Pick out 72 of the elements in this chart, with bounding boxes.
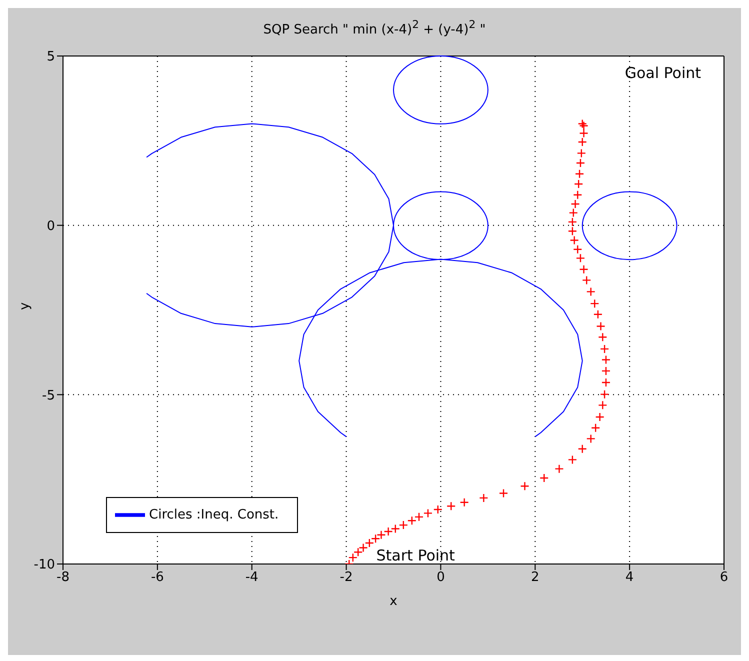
annotation: Start Point: [376, 546, 456, 564]
x-tick-label: -2: [340, 570, 353, 586]
point: [460, 498, 469, 507]
point: [384, 526, 393, 536]
point: [433, 504, 442, 514]
point: [568, 217, 578, 227]
point: [574, 169, 584, 178]
point: [498, 488, 508, 498]
point: [601, 378, 611, 388]
point: [598, 332, 608, 342]
point: [540, 473, 549, 483]
point: [600, 344, 610, 354]
point: [568, 226, 578, 236]
legend-label: Circles :Ineq. Const.: [149, 508, 279, 523]
point: [595, 412, 604, 422]
point: [398, 520, 408, 530]
point: [348, 552, 358, 562]
x-tick-label: 6: [720, 570, 728, 586]
x-tick-label: -4: [245, 570, 258, 586]
y-tick-label: 0: [46, 218, 55, 234]
point: [590, 298, 600, 308]
x-tick-label: -6: [150, 570, 164, 586]
point: [586, 287, 596, 296]
point: [579, 128, 588, 138]
point: [554, 464, 564, 474]
point: [598, 400, 608, 410]
point: [574, 179, 584, 189]
point: [579, 121, 588, 130]
point: [576, 254, 586, 263]
point: [353, 548, 363, 557]
point: [586, 434, 596, 444]
point: [601, 366, 611, 376]
x-tick-label: 0: [436, 570, 445, 586]
point: [414, 512, 424, 522]
point: [520, 482, 530, 491]
point: [407, 516, 417, 526]
x-tick-label: -8: [56, 570, 70, 586]
point: [370, 534, 380, 544]
point: [596, 322, 606, 331]
point: [590, 423, 600, 432]
point: [573, 190, 582, 200]
point: [568, 208, 578, 218]
point: [570, 236, 579, 245]
x-axis-title: x: [390, 594, 398, 609]
point: [576, 158, 586, 168]
point: [573, 244, 582, 254]
y-tick-label: -10: [34, 558, 55, 573]
point: [570, 199, 580, 209]
x-tick-label: 2: [531, 570, 540, 586]
point: [423, 508, 433, 518]
point: [479, 493, 488, 503]
point: [390, 524, 400, 534]
point: [579, 264, 588, 274]
y-tick-label: 5: [46, 50, 55, 65]
point: [600, 390, 610, 399]
chart-title: SQP Search " min (x-4)$^{2}$ + (y-4)$^{2}$ ": [262, 17, 487, 40]
point: [582, 276, 592, 285]
point: [568, 455, 578, 464]
x-tick-label: 4: [625, 570, 634, 586]
point: [601, 355, 611, 364]
point: [358, 543, 368, 552]
point: [364, 538, 374, 548]
point: [578, 119, 587, 128]
point: [376, 530, 386, 540]
point: [576, 148, 586, 158]
point: [593, 310, 603, 320]
point: [578, 137, 587, 147]
point: [446, 501, 456, 511]
y-axis-title: y: [18, 302, 33, 310]
point: [578, 444, 587, 454]
annotation: Goal Point: [624, 64, 701, 82]
y-tick-label: -5: [42, 388, 55, 404]
